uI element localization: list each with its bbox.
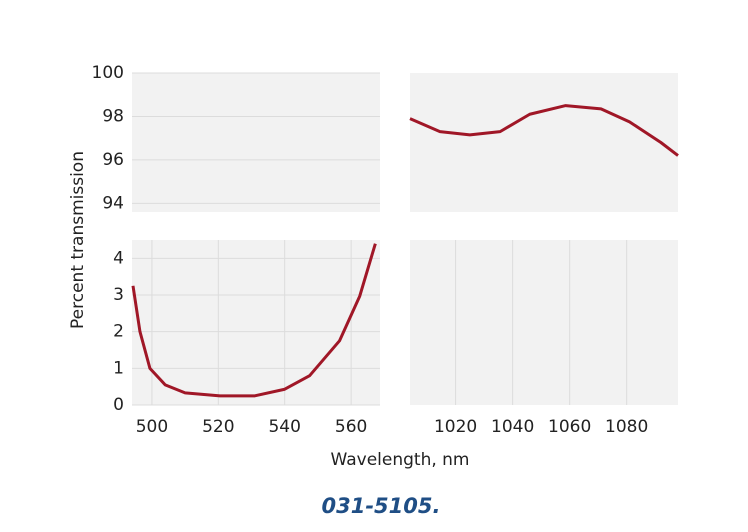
x-tick-label: 500 bbox=[136, 417, 168, 437]
data-line bbox=[409, 104, 679, 157]
plot-area bbox=[132, 73, 380, 212]
x-tick-label: 1040 bbox=[491, 417, 534, 437]
x-axis-label: Wavelength, nm bbox=[331, 450, 470, 470]
y-axis-label: Percent transmission bbox=[68, 151, 88, 329]
x-tick-label: 560 bbox=[335, 417, 367, 437]
x-tick-label: 520 bbox=[202, 417, 234, 437]
data-line bbox=[131, 243, 377, 398]
plot-area bbox=[410, 73, 678, 212]
y-tick-label: 4 bbox=[113, 248, 124, 268]
y-tick-label: 0 bbox=[113, 395, 124, 415]
x-tick-label: 1080 bbox=[605, 417, 648, 437]
x-tick-label: 1060 bbox=[548, 417, 591, 437]
y-tick-label: 2 bbox=[113, 322, 124, 342]
plot-area bbox=[132, 240, 380, 405]
y-tick-label: 96 bbox=[102, 150, 124, 170]
y-tick-label: 3 bbox=[113, 285, 124, 305]
y-tick-label: 1 bbox=[113, 358, 124, 378]
x-tick-label: 540 bbox=[268, 417, 300, 437]
y-tick-label: 98 bbox=[102, 106, 124, 126]
caption: 031-5105. bbox=[322, 494, 441, 518]
x-tick-label: 1020 bbox=[434, 417, 477, 437]
y-tick-label: 94 bbox=[102, 193, 124, 213]
y-tick-label: 100 bbox=[92, 63, 124, 83]
plot-area bbox=[410, 240, 678, 405]
